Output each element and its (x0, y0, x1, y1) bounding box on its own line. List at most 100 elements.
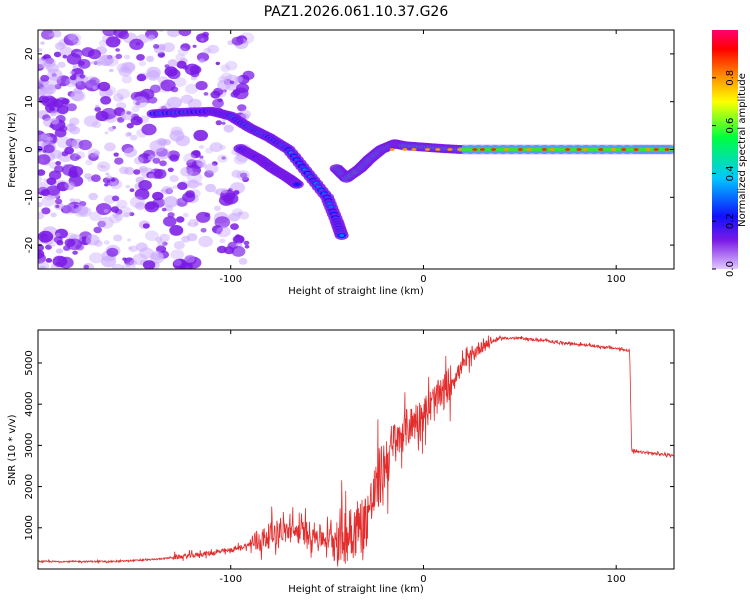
noise-blob (207, 44, 220, 54)
noise-blob (47, 84, 55, 91)
carrier-peak (549, 148, 555, 151)
noise-blob (55, 161, 62, 166)
noise-blob (55, 204, 60, 208)
noise-blob (124, 147, 138, 158)
noise-blob (181, 235, 191, 243)
noise-blob (195, 80, 208, 91)
noise-blob (50, 149, 62, 159)
noise-blob (223, 124, 234, 133)
carrier-peak (425, 148, 430, 151)
noise-blob (113, 93, 124, 102)
noise-blob (115, 53, 123, 60)
noise-blob (196, 33, 209, 43)
y-tick-label: 1000 (24, 515, 35, 540)
noise-blob (110, 206, 119, 213)
noise-blob (55, 198, 63, 205)
noise-blob (38, 145, 43, 152)
noise-blob (173, 184, 179, 189)
noise-blob (85, 234, 100, 246)
noise-blob (85, 159, 93, 166)
noise-blob (167, 212, 175, 218)
noise-blob (185, 190, 195, 198)
noise-blob (73, 206, 88, 218)
carrier-peak (457, 148, 463, 151)
noise-blob (234, 76, 243, 83)
noise-blob (83, 115, 99, 127)
noise-blob (144, 201, 160, 213)
carrier-peak (402, 148, 408, 151)
noise-blob (67, 33, 77, 41)
noise-blob (129, 259, 138, 266)
noise-blob (95, 79, 102, 84)
noise-blob (196, 158, 206, 166)
noise-blob (106, 175, 113, 180)
noise-blob (175, 135, 190, 147)
noise-blob (83, 264, 90, 269)
noise-blob (138, 60, 147, 67)
noise-blob (135, 42, 140, 46)
noise-blob (43, 144, 55, 153)
carrier-peak (664, 148, 670, 151)
noise-blob (109, 179, 123, 190)
noise-blob (47, 68, 63, 81)
noise-blob (68, 170, 79, 178)
noise-blob (101, 165, 107, 169)
noise-blob (161, 186, 173, 195)
noise-blob (185, 83, 199, 94)
noise-blob (38, 57, 47, 69)
carrier-peak (491, 148, 496, 151)
noise-blob (56, 136, 72, 148)
x-tick-label: 0 (420, 574, 426, 585)
noise-blob (41, 195, 56, 207)
noise-blob (78, 206, 92, 217)
colorbar-tick-label: 0.0 (725, 261, 736, 277)
carrier-peak (565, 148, 571, 151)
noise-blob (88, 192, 98, 201)
noise-blob (225, 60, 238, 71)
noise-blob (40, 41, 45, 45)
noise-blob (38, 201, 43, 208)
noise-blob (142, 260, 156, 269)
noise-blob (120, 110, 134, 121)
noise-blob (38, 48, 43, 52)
carrier-peak (582, 148, 588, 151)
noise-blob (187, 98, 202, 110)
noise-blob (155, 236, 163, 243)
noise-blob (77, 58, 91, 69)
noise-blob (167, 68, 181, 80)
noise-blob (146, 171, 156, 179)
noise-blob (196, 211, 211, 223)
noise-blob (110, 178, 116, 182)
noise-blob (55, 232, 61, 237)
noise-blob (182, 212, 189, 218)
noise-blob (45, 258, 53, 263)
noise-blob (213, 205, 221, 211)
noise-blob (129, 212, 135, 217)
noise-blob (63, 34, 79, 46)
noise-blob (173, 241, 185, 250)
noise-blob (72, 143, 81, 149)
noise-blob (91, 174, 101, 182)
colorbar-label: Normalized spectral amplitude (737, 73, 748, 227)
noise-blob (209, 142, 223, 153)
noise-blob (162, 241, 168, 246)
noise-blob (120, 62, 136, 74)
noise-blob (238, 211, 250, 220)
noise-blob (49, 124, 54, 128)
noise-blob (83, 76, 100, 88)
noise-blob (198, 235, 214, 248)
noise-blob (69, 33, 82, 43)
noise-blob (52, 255, 68, 268)
noise-blob (153, 169, 167, 179)
noise-blob (205, 163, 219, 174)
colorbar-ticks: 0.0 0.2 0.4 0.6 0.8 (712, 70, 736, 277)
noise-blob (38, 134, 50, 146)
snr-y-label: SNR (10 * v/v) (7, 414, 18, 485)
x-tick-label: -100 (219, 574, 242, 585)
spectrogram-y-label: Frequency (Hz) (7, 112, 18, 188)
noise-blob (47, 136, 53, 142)
noise-blob (193, 222, 199, 226)
noise-blob (92, 86, 98, 90)
noise-blob (183, 153, 196, 163)
